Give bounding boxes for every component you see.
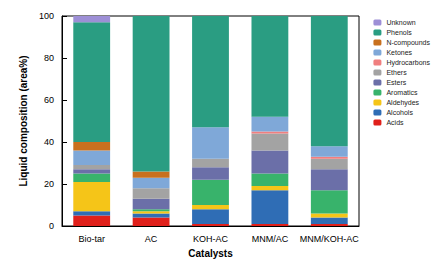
svg-text:KOH-AC: KOH-AC — [193, 234, 229, 244]
svg-text:Aromatics: Aromatics — [386, 89, 418, 96]
svg-text:Alcohols: Alcohols — [386, 109, 413, 116]
svg-text:MNM/KOH-AC: MNM/KOH-AC — [300, 234, 359, 244]
svg-text:60: 60 — [44, 95, 54, 105]
svg-text:20: 20 — [44, 179, 54, 189]
svg-text:40: 40 — [44, 137, 54, 147]
svg-text:N-compounds: N-compounds — [386, 39, 430, 47]
svg-text:Bio-tar: Bio-tar — [78, 234, 105, 244]
svg-text:Catalysts: Catalysts — [188, 248, 233, 259]
svg-text:Hydrocarbons: Hydrocarbons — [386, 59, 430, 67]
svg-text:Aldehydes: Aldehydes — [386, 99, 419, 107]
svg-text:100: 100 — [39, 11, 54, 21]
svg-text:AC: AC — [145, 234, 158, 244]
svg-text:Ketones: Ketones — [386, 49, 412, 56]
svg-text:Unknown: Unknown — [386, 19, 415, 26]
svg-text:Ethers: Ethers — [386, 69, 407, 76]
svg-text:Phenols: Phenols — [386, 29, 412, 36]
svg-text:80: 80 — [44, 53, 54, 63]
svg-text:MNM/AC: MNM/AC — [252, 234, 289, 244]
svg-text:Acids: Acids — [386, 119, 404, 126]
svg-text:Liquid composition (area%): Liquid composition (area%) — [18, 55, 29, 186]
svg-text:0: 0 — [49, 221, 54, 231]
svg-text:Esters: Esters — [386, 79, 406, 86]
